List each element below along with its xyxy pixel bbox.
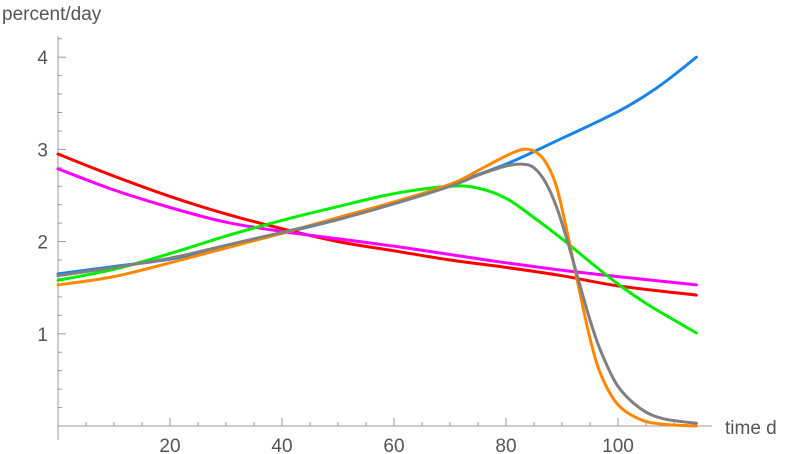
- x-axis-title: time d: [725, 418, 777, 439]
- series-line-4: [56, 184, 698, 335]
- y-tick-label: 4: [37, 48, 48, 69]
- x-tick-label: 40: [271, 436, 292, 454]
- y-tick-label: 1: [37, 325, 48, 346]
- x-tick-label: 60: [383, 436, 404, 454]
- axes: [57, 36, 712, 440]
- series-line-1: [56, 55, 698, 276]
- x-tick-label: 100: [602, 436, 634, 454]
- axis-ticks: 20 40 60 80 100 1 2 3 4: [37, 38, 675, 454]
- x-tick-label: 80: [495, 436, 516, 454]
- y-tick-label: 3: [37, 140, 48, 161]
- x-tick-label: 20: [159, 436, 180, 454]
- series-lines: [56, 55, 698, 428]
- y-tick-label: 2: [37, 233, 48, 254]
- series-line-3: [56, 167, 698, 287]
- series-line-2: [56, 152, 698, 297]
- series-line-6: [56, 162, 698, 425]
- series-line-5: [56, 147, 698, 428]
- y-axis-title: percent/day: [2, 4, 102, 25]
